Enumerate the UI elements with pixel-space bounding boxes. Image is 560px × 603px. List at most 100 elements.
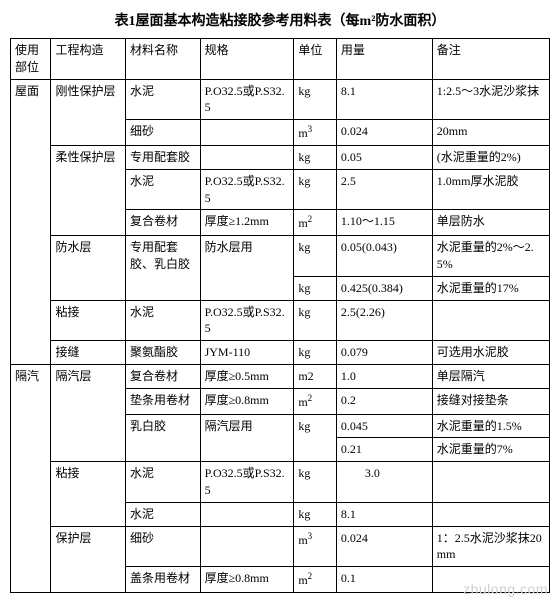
unit-cell: kg [294, 236, 337, 277]
section-roof: 屋面 [11, 79, 51, 364]
note-cell: 可选用水泥胶 [432, 341, 549, 365]
structure-cell: 粘接 [51, 462, 126, 526]
amount-cell: 1.0 [336, 364, 432, 388]
unit-cell: kg [294, 79, 337, 120]
material-cell: 水泥 [126, 502, 201, 526]
note-cell: 接缝对接垫条 [432, 388, 549, 414]
spec-cell: 厚度≥0.8mm [200, 567, 294, 593]
structure-cell: 接缝 [51, 341, 126, 365]
material-cell: 复合卷材 [126, 210, 201, 236]
structure-cell: 柔性保护层 [51, 145, 126, 235]
table-header-row: 使用部位 工程构造 材料名称 规格 单位 用量 备注 [11, 39, 550, 80]
material-cell: 水泥 [126, 169, 201, 210]
col-amount: 用量 [336, 39, 432, 80]
amount-cell: 0.024 [336, 120, 432, 146]
amount-cell: 0.079 [336, 341, 432, 365]
unit-cell: m3 [294, 526, 337, 567]
col-spec: 规格 [200, 39, 294, 80]
material-cell: 水泥 [126, 79, 201, 120]
note-cell: 1：2.5水泥沙浆抹20mm [432, 526, 549, 567]
amount-cell: 2.5 [336, 169, 432, 210]
unit-cell: m2 [294, 388, 337, 414]
note-cell: 单层防水 [432, 210, 549, 236]
spec-cell: P.O32.5或P.S32.5 [200, 462, 294, 503]
table-row: 隔汽 隔汽层 复合卷材 厚度≥0.5mm m2 1.0 单层隔汽 [11, 364, 550, 388]
note-cell [432, 300, 549, 341]
unit-cell: m2 [294, 210, 337, 236]
unit-cell: kg [294, 145, 337, 169]
unit-cell: m3 [294, 120, 337, 146]
structure-cell: 保护层 [51, 526, 126, 592]
material-cell: 垫条用卷材 [126, 388, 201, 414]
note-cell: 20mm [432, 120, 549, 146]
note-cell [432, 502, 549, 526]
note-cell: 水泥重量的2%～2.5% [432, 236, 549, 277]
material-cell: 专用配套胶、乳白胶 [126, 236, 201, 300]
material-cell: 细砂 [126, 526, 201, 567]
amount-cell: 0.045 [336, 414, 432, 438]
amount-cell: 0.05 [336, 145, 432, 169]
note-cell [432, 462, 549, 503]
spec-cell: P.O32.5或P.S32.5 [200, 169, 294, 210]
table-row: 粘接 水泥 P.O32.5或P.S32.5 kg 3.0 [11, 462, 550, 503]
table-row: 接缝 聚氨酯胶 JYM-110 kg 0.079 可选用水泥胶 [11, 341, 550, 365]
spec-cell: JYM-110 [200, 341, 294, 365]
structure-cell: 防水层 [51, 236, 126, 300]
table-row: 柔性保护层 专用配套胶 kg 0.05 (水泥重量的2%) [11, 145, 550, 169]
material-cell: 专用配套胶 [126, 145, 201, 169]
material-cell: 细砂 [126, 120, 201, 146]
spec-cell: P.O32.5或P.S32.5 [200, 300, 294, 341]
note-cell [432, 567, 549, 593]
note-cell: (水泥重量的2%) [432, 145, 549, 169]
note-cell: 水泥重量的7% [432, 438, 549, 462]
unit-cell: m2 [294, 364, 337, 388]
material-cell: 复合卷材 [126, 364, 201, 388]
table-row: 保护层 细砂 m3 0.024 1：2.5水泥沙浆抹20mm [11, 526, 550, 567]
note-cell: 1:2.5～3水泥沙浆抹 [432, 79, 549, 120]
structure-cell: 刚性保护层 [51, 79, 126, 145]
unit-cell: kg [294, 169, 337, 210]
spec-cell [200, 526, 294, 567]
amount-cell: 0.425(0.384) [336, 276, 432, 300]
note-cell: 水泥重量的17% [432, 276, 549, 300]
spec-cell [200, 145, 294, 169]
unit-cell: kg [294, 341, 337, 365]
table-row: 防水层 专用配套胶、乳白胶 防水层用 kg 0.05(0.043) 水泥重量的2… [11, 236, 550, 277]
col-usage: 使用部位 [11, 39, 51, 80]
unit-cell: kg [294, 276, 337, 300]
materials-table: 使用部位 工程构造 材料名称 规格 单位 用量 备注 屋面 刚性保护层 水泥 P… [10, 38, 550, 593]
table-title: 表1屋面基本构造粘接胶参考用料表（每m²防水面积） [10, 10, 550, 30]
col-material: 材料名称 [126, 39, 201, 80]
material-cell: 乳白胶 [126, 414, 201, 462]
material-cell: 盖条用卷材 [126, 567, 201, 593]
unit-cell: kg [294, 300, 337, 341]
amount-cell: 1.10～1.15 [336, 210, 432, 236]
material-cell: 水泥 [126, 462, 201, 503]
unit-cell: kg [294, 502, 337, 526]
spec-cell: 厚度≥0.5mm [200, 364, 294, 388]
material-cell: 聚氨酯胶 [126, 341, 201, 365]
section-vapor: 隔汽 [11, 364, 51, 592]
unit-cell: m2 [294, 567, 337, 593]
amount-cell: 0.05(0.043) [336, 236, 432, 277]
structure-cell: 粘接 [51, 300, 126, 341]
material-cell: 水泥 [126, 300, 201, 341]
spec-cell: 隔汽层用 [200, 414, 294, 462]
amount-cell: 2.5(2.26) [336, 300, 432, 341]
amount-cell: 0.024 [336, 526, 432, 567]
unit-cell: kg [294, 462, 337, 503]
spec-cell [200, 120, 294, 146]
spec-cell: 厚度≥0.8mm [200, 388, 294, 414]
col-unit: 单位 [294, 39, 337, 80]
spec-cell: 防水层用 [200, 236, 294, 300]
structure-cell: 隔汽层 [51, 364, 126, 461]
amount-cell: 8.1 [336, 79, 432, 120]
note-cell: 1.0mm厚水泥胶 [432, 169, 549, 210]
note-cell: 水泥重量的1.5% [432, 414, 549, 438]
unit-cell: kg [294, 414, 337, 462]
amount-cell: 8.1 [336, 502, 432, 526]
amount-cell: 3.0 [336, 462, 432, 503]
col-structure: 工程构造 [51, 39, 126, 80]
amount-cell: 0.1 [336, 567, 432, 593]
table-row: 粘接 水泥 P.O32.5或P.S32.5 kg 2.5(2.26) [11, 300, 550, 341]
